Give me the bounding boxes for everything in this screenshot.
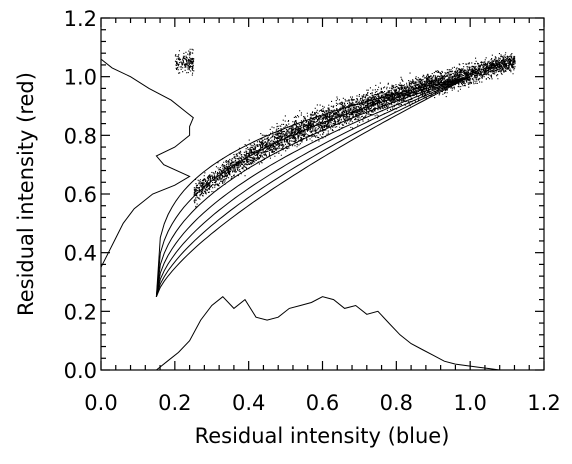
model-curve-5 xyxy=(155,76,471,297)
x-axis: 0.0 0.2 0.4 0.6 0.8 1.0 1.2 xyxy=(84,18,561,415)
y-tick-label: 0.6 xyxy=(64,183,97,207)
scatter-cloud xyxy=(174,48,516,208)
y-axis: 0.0 0.2 0.4 0.6 0.8 1.0 1.2 xyxy=(64,7,544,383)
y-tick-label: 1.0 xyxy=(64,66,97,90)
histogram-red xyxy=(100,58,194,268)
model-curve-7 xyxy=(155,76,471,297)
x-tick-label: 1.2 xyxy=(527,391,560,415)
y-tick-label: 0.8 xyxy=(64,124,97,148)
model-curve-6 xyxy=(155,76,471,297)
y-tick-label: 1.2 xyxy=(64,7,97,31)
x-tick-label: 0.6 xyxy=(306,391,339,415)
histogram-blue xyxy=(156,296,500,371)
y-axis-title: Residual intensity (red) xyxy=(14,72,38,316)
model-curve-2 xyxy=(155,76,471,297)
x-tick-label: 0.0 xyxy=(84,391,117,415)
x-tick-label: 0.4 xyxy=(232,391,265,415)
x-axis-title: Residual intensity (blue) xyxy=(195,424,450,448)
y-tick-label: 0.2 xyxy=(64,300,97,324)
model-curve-4 xyxy=(155,76,471,297)
x-tick-label: 0.2 xyxy=(158,391,191,415)
scatter-points xyxy=(174,48,516,208)
histograms xyxy=(100,58,500,371)
x-tick-label: 0.8 xyxy=(380,391,413,415)
model-curve-3 xyxy=(155,76,471,297)
x-tick-label: 1.0 xyxy=(453,391,486,415)
y-tick-label: 0.4 xyxy=(64,242,97,266)
y-tick-label: 0.0 xyxy=(64,359,97,383)
model-curve-1 xyxy=(155,76,471,297)
model-curves xyxy=(155,76,471,297)
